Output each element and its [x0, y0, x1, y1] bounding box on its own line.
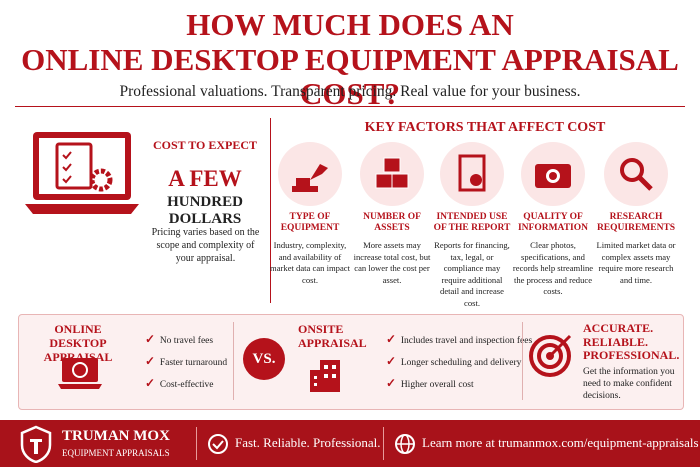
onsite-point: Includes travel and inspection fees [400, 336, 533, 346]
cost-heading: COST TO EXPECT [152, 138, 258, 152]
factor-text: More assets may increase total cost, but… [353, 240, 431, 285]
globe-icon [395, 434, 415, 454]
shield-logo [20, 425, 52, 463]
factor-icon [360, 142, 424, 206]
factor-text: Limited market data or complex assets ma… [596, 240, 676, 285]
online-point: Cost-effective [159, 380, 214, 390]
target-icon [529, 334, 572, 377]
cost-note: Pricing varies based on the scope and co… [151, 227, 260, 264]
cost-amount: A FEW [168, 166, 242, 191]
title: ONLINE DESKTOP EQUIPMENT APPRAISAL COST? [21, 42, 679, 111]
laptop-icon [25, 132, 139, 214]
factor-icon [521, 142, 585, 206]
factor-icon [278, 142, 342, 206]
onsite-title: ONSITE APPRAISAL [298, 322, 367, 350]
rule [15, 106, 685, 107]
factor-icon [604, 142, 668, 206]
onsite-point: Higher overall cost [400, 380, 474, 390]
factor-text: Industry, complexity, and availability o… [270, 240, 350, 285]
divider [196, 427, 197, 460]
factor-title: NUMBER OF ASSETS [363, 212, 421, 233]
cost-amount: HUNDRED DOLLARS [167, 194, 243, 227]
factor-title: QUALITY OF INFORMATION [517, 212, 589, 233]
brand: TRUMAN MOX [62, 428, 170, 444]
footer [0, 420, 700, 467]
factor-title: INTENDED USE OF THE REPORT [433, 212, 511, 233]
divider [522, 322, 523, 400]
vs-badge: VS. [243, 338, 285, 380]
divider [383, 427, 384, 460]
online-point: No travel fees [159, 336, 214, 346]
title: HOW MUCH DOES AN [186, 7, 514, 42]
subtitle: Professional valuations. Transparent pri… [119, 83, 581, 100]
laptop-icon [58, 358, 102, 389]
check-icon [208, 434, 228, 454]
factor-text: Reports for financing, tax, legal, or co… [434, 240, 510, 308]
divider [233, 322, 234, 400]
building-icon [310, 360, 340, 392]
factor-icon [440, 142, 504, 206]
onsite-point: Longer scheduling and delivery [400, 358, 522, 368]
divider [270, 118, 271, 303]
online-point: Faster turnaround [159, 358, 228, 368]
factor-title: TYPE OF EQUIPMENT [280, 212, 340, 233]
website-link[interactable]: Learn more at trumanmox.com/equipment-ap… [422, 435, 699, 450]
promise-title: ACCURATE. RELIABLE. PROFESSIONAL. [583, 321, 680, 362]
factor-text: Clear photos, specifications, and record… [512, 240, 594, 296]
promise-text: Get the information you need to make con… [583, 367, 675, 401]
brand-sub: EQUIPMENT APPRAISALS [62, 448, 170, 458]
tagline: Fast. Reliable. Professional. [235, 435, 381, 450]
factors-heading: KEY FACTORS THAT AFFECT COST [364, 120, 606, 135]
factor-title: RESEARCH REQUIREMENTS [596, 212, 676, 233]
comparison-panel [18, 314, 684, 410]
